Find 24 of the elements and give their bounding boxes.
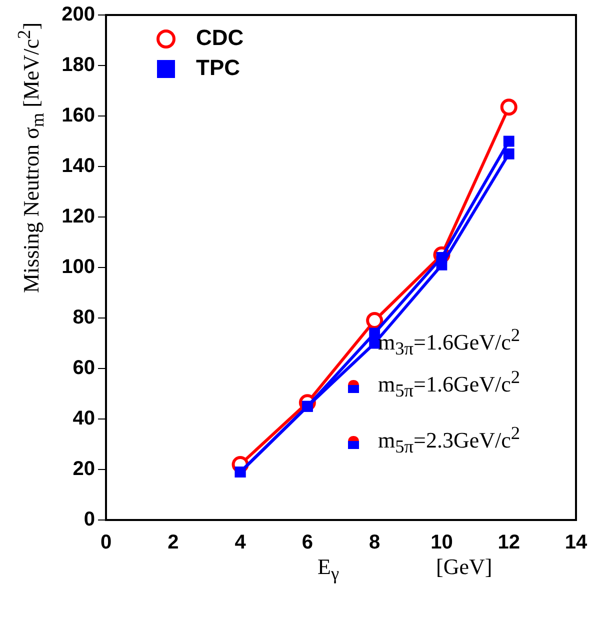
y-tick-label: 200 bbox=[62, 4, 95, 26]
annotation: m$_{5π}$=1.6GeV/c$^{2}$ bbox=[378, 367, 520, 402]
y-tick-label: 80 bbox=[72, 306, 95, 329]
x-tick-label: 2 bbox=[168, 532, 179, 554]
y-tick-label: 40 bbox=[72, 408, 95, 430]
x-tick-label: 6 bbox=[302, 532, 313, 554]
y-tick-label: 0 bbox=[84, 508, 95, 531]
y-tick-label: 180 bbox=[62, 54, 95, 76]
x-tick-label: 12 bbox=[498, 532, 520, 554]
y-tick-label: 100 bbox=[62, 256, 95, 278]
x-tick-label: 4 bbox=[234, 532, 247, 554]
annotation: m$_{5π}$=2.3GeV/c$^{2}$ bbox=[378, 423, 520, 458]
x-tick-label: 10 bbox=[430, 532, 453, 554]
y-tick-label: 120 bbox=[62, 206, 95, 228]
y-tick-label: 160 bbox=[62, 104, 95, 127]
x-tick-label: 8 bbox=[369, 532, 380, 554]
x-tick-label: 14 bbox=[564, 532, 588, 554]
y-tick-label: 20 bbox=[72, 458, 95, 480]
legend-label: TPC bbox=[196, 55, 240, 80]
y-tick-label: 140 bbox=[62, 155, 95, 178]
text: E$_{γ}$ [GeV] bbox=[318, 554, 492, 584]
legend-label: CDC bbox=[196, 25, 244, 50]
x-tick-label: 0 bbox=[100, 532, 112, 554]
y-tick-label: 60 bbox=[72, 357, 95, 380]
